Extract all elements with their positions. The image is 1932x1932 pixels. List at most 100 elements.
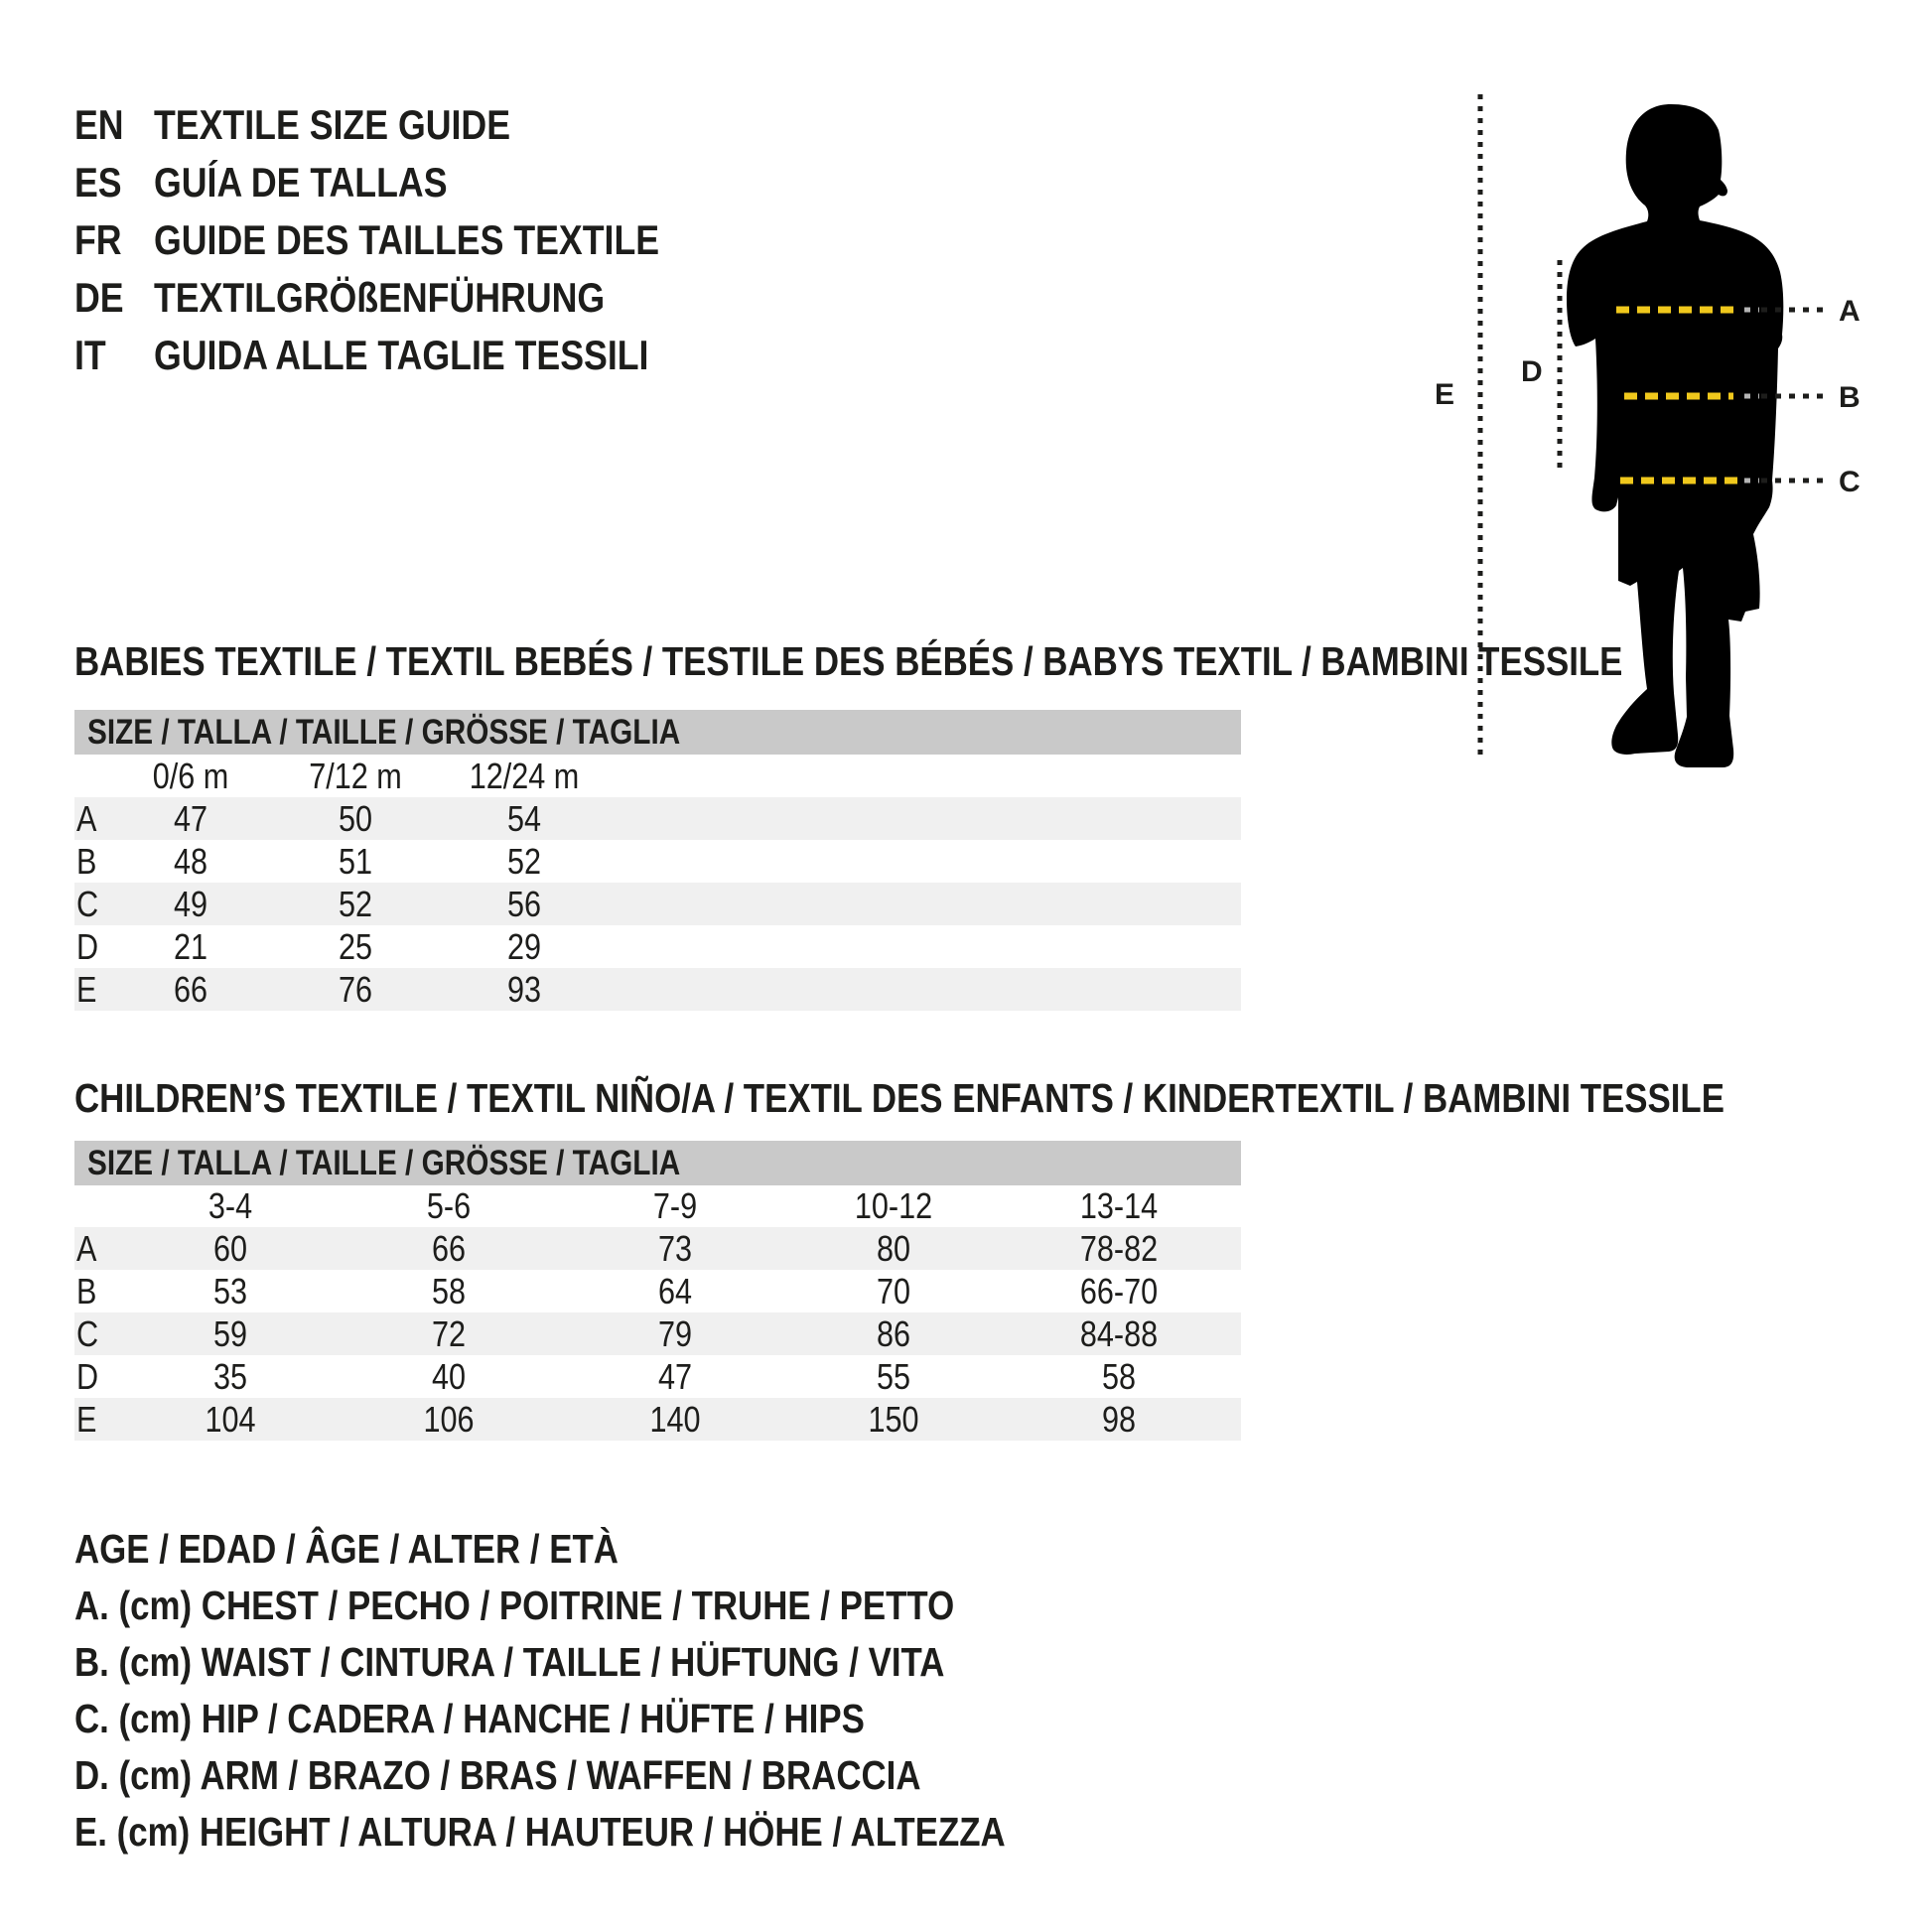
table-cell: 59 [212,1313,248,1354]
babies-row-a: A 47 50 54 [74,797,1241,840]
legend-height: E. (cm) HEIGHT / ALTURA / HAUTEUR / HÖHE… [74,1809,1006,1855]
language-row-es: ES GUÍA DE TALLAS [74,154,968,211]
table-cell: 76 [338,969,373,1010]
children-row-c: C 59 72 79 86 84-88 [74,1312,1241,1355]
row-label: A [76,1228,97,1269]
table-cell: 58 [1101,1356,1137,1397]
page-title-fr: GUIDE DES TAILLES TEXTILE [154,216,660,263]
table-cell: 52 [506,841,542,882]
row-label: B [76,841,97,882]
legend-arm: D. (cm) ARM / BRAZO / BRAS / WAFFEN / BR… [74,1752,921,1798]
table-cell: 106 [423,1399,475,1440]
language-row-fr: FR GUIDE DES TAILLES TEXTILE [74,211,968,269]
children-row-b: B 53 58 64 70 66-70 [74,1270,1241,1312]
language-row-de: DE TEXTILGRÖßENFÜHRUNG [74,269,968,327]
babies-row-b: B 48 51 52 [74,840,1241,883]
measure-label-e: E [1435,378,1454,411]
table-cell: 53 [212,1271,248,1311]
row-label: E [76,969,97,1010]
babies-row-e: E 66 76 93 [74,968,1241,1011]
table-cell: 98 [1101,1399,1137,1440]
page-title-de: TEXTILGRÖßENFÜHRUNG [154,274,606,321]
column-header: 7-9 [652,1185,698,1226]
child-measurement-figure: A B C D E [1430,84,1926,789]
table-cell: 66-70 [1079,1271,1159,1311]
row-label: B [76,1271,97,1311]
children-size-header-bar: SIZE / TALLA / TAILLE / GRÖSSE / TAGLIA [74,1141,1241,1185]
children-section-heading: CHILDREN’S TEXTILE / TEXTIL NIÑO/A / TEX… [74,1075,1725,1121]
language-row-en: EN TEXTILE SIZE GUIDE [74,96,968,154]
column-header: 5-6 [426,1185,472,1226]
table-cell: 150 [868,1399,919,1440]
table-cell: 73 [657,1228,693,1269]
measure-label-a: A [1839,295,1861,328]
measurement-legend: AGE / EDAD / ÂGE / ALTER / ETÀ A. (cm) C… [74,1521,1170,1861]
table-cell: 58 [431,1271,467,1311]
table-cell: 66 [431,1228,467,1269]
language-title-list: EN TEXTILE SIZE GUIDE ES GUÍA DE TALLAS … [74,96,968,384]
language-row-it: IT GUIDA ALLE TAGLIE TESSILI [74,327,968,384]
table-cell: 64 [657,1271,693,1311]
column-header: 10-12 [854,1185,933,1226]
children-row-a: A 60 66 73 80 78-82 [74,1227,1241,1270]
legend-chest: A. (cm) CHEST / PECHO / POITRINE / TRUHE… [74,1583,955,1628]
children-size-table: 3-4 5-6 7-9 10-12 13-14 A 60 66 73 80 78… [74,1184,1241,1441]
table-cell: 79 [657,1313,693,1354]
column-header: 0/6 m [152,756,229,796]
legend-hip: C. (cm) HIP / CADERA / HANCHE / HÜFTE / … [74,1696,865,1741]
table-cell: 66 [173,969,208,1010]
measure-label-d: D [1521,355,1543,388]
table-cell: 40 [431,1356,467,1397]
page-title-en: TEXTILE SIZE GUIDE [154,101,511,148]
table-cell: 49 [173,884,208,924]
children-row-d: D 35 40 47 55 58 [74,1355,1241,1398]
row-label: E [76,1399,97,1440]
table-cell: 70 [876,1271,911,1311]
column-header: 7/12 m [309,756,402,796]
language-code: FR [74,216,122,263]
table-cell: 60 [212,1228,248,1269]
table-cell: 78-82 [1079,1228,1159,1269]
table-cell: 54 [506,798,542,839]
babies-column-header-row: 0/6 m 7/12 m 12/24 m [74,755,1241,797]
children-column-header-row: 3-4 5-6 7-9 10-12 13-14 [74,1184,1241,1227]
table-cell: 25 [338,926,373,967]
table-cell: 140 [649,1399,701,1440]
table-cell: 80 [876,1228,911,1269]
row-label: C [76,884,99,924]
table-cell: 29 [506,926,542,967]
row-label: C [76,1313,99,1354]
babies-row-c: C 49 52 56 [74,883,1241,925]
babies-row-d: D 21 25 29 [74,925,1241,968]
table-cell: 51 [338,841,373,882]
page-title-es: GUÍA DE TALLAS [154,159,448,206]
legend-age: AGE / EDAD / ÂGE / ALTER / ETÀ [74,1526,619,1572]
column-header: 3-4 [207,1185,253,1226]
row-label: D [76,926,99,967]
child-silhouette [1567,104,1784,767]
table-cell: 47 [657,1356,693,1397]
table-cell: 50 [338,798,373,839]
legend-waist: B. (cm) WAIST / CINTURA / TAILLE / HÜFTU… [74,1639,945,1685]
child-silhouette-diagram: A B C D E [1435,94,1861,767]
babies-section-heading: BABIES TEXTILE / TEXTIL BEBÉS / TESTILE … [74,638,1623,684]
children-row-e: E 104 106 140 150 98 [74,1398,1241,1441]
measure-label-c: C [1839,466,1861,498]
measure-label-b: B [1839,381,1861,414]
row-label: A [76,798,97,839]
babies-size-table: 0/6 m 7/12 m 12/24 m A 47 50 54 B 48 51 … [74,755,1241,1011]
table-cell: 35 [212,1356,248,1397]
table-cell: 72 [431,1313,467,1354]
language-code: DE [74,274,124,321]
table-cell: 47 [173,798,208,839]
table-cell: 52 [338,884,373,924]
table-cell: 84-88 [1079,1313,1159,1354]
table-cell: 56 [506,884,542,924]
table-cell: 104 [205,1399,256,1440]
table-cell: 93 [506,969,542,1010]
language-code: EN [74,101,124,148]
row-label: D [76,1356,99,1397]
language-code: IT [74,332,106,378]
table-cell: 55 [876,1356,911,1397]
table-cell: 86 [876,1313,911,1354]
